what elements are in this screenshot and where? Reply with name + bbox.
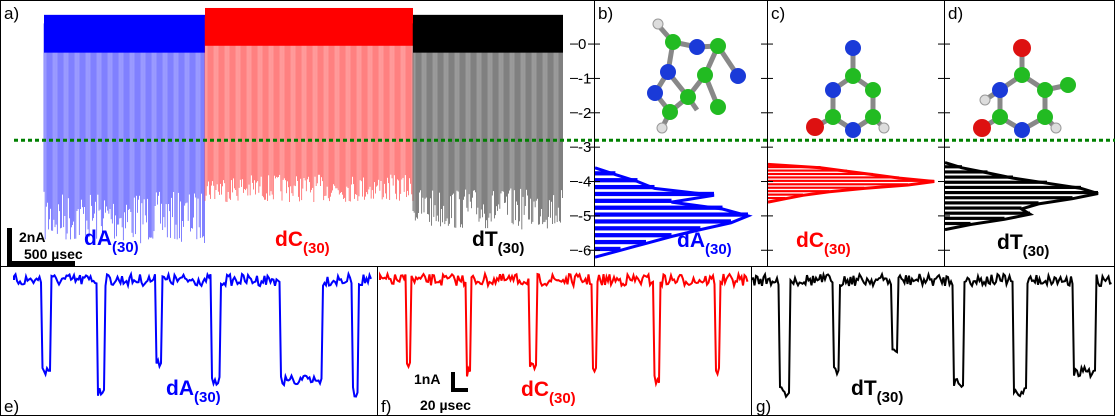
scalebar-f-time: 20 µsec bbox=[420, 397, 471, 413]
svg-text:dA(30): dA(30) bbox=[677, 229, 732, 258]
hist-bar-dT-3 bbox=[945, 180, 1047, 184]
scalebar-f: 1nA 20 µsec bbox=[414, 371, 471, 413]
hist-bar-dA-5 bbox=[595, 205, 723, 210]
molecule-dA-icon bbox=[647, 18, 746, 134]
hist-bar-dT-0 bbox=[945, 165, 962, 169]
hist-bar-dT-10 bbox=[945, 216, 1005, 220]
events-dA bbox=[43, 23, 205, 244]
label-a-dA: dA(30) bbox=[84, 227, 139, 256]
hist-bar-dT-7 bbox=[945, 201, 1039, 205]
hist-bar-dC-6 bbox=[768, 186, 865, 189]
hist-bar-dC-7 bbox=[768, 190, 830, 193]
hist-bar-dC-8 bbox=[768, 193, 803, 196]
scalebar-a-current: 2nA bbox=[19, 229, 45, 245]
trace-f bbox=[379, 270, 749, 388]
hist-bar-dA-6 bbox=[595, 212, 748, 217]
histogram-b bbox=[594, 166, 753, 259]
hist-bar-dT-6 bbox=[945, 196, 1073, 200]
panel-label-e: e) bbox=[4, 397, 19, 416]
hist-bar-dT-4 bbox=[945, 185, 1081, 190]
hist-bar-dA-7 bbox=[595, 219, 731, 224]
svg-text:dC(30): dC(30) bbox=[275, 228, 330, 257]
hist-bar-dA-11 bbox=[595, 246, 621, 252]
scalebar-a: 2nA 500 µsec bbox=[7, 228, 83, 266]
hist-bar-dC-1 bbox=[768, 169, 847, 172]
baseline-dC bbox=[205, 7, 413, 46]
hist-bar-dA-3 bbox=[595, 191, 714, 197]
events-dT bbox=[412, 23, 563, 230]
svg-text:dT(30): dT(30) bbox=[472, 228, 524, 257]
hist-bar-dT-9 bbox=[945, 211, 1030, 215]
y-tick-label-1: -1 bbox=[578, 70, 591, 87]
label-c-dC: dC(30) bbox=[796, 229, 851, 258]
label-d-dT: dT(30) bbox=[997, 231, 1049, 260]
trace-g bbox=[752, 270, 1112, 399]
zoom-trace-dC bbox=[379, 270, 749, 388]
svg-text:dA(30): dA(30) bbox=[166, 377, 221, 406]
hist-bar-dT-2 bbox=[945, 175, 1013, 179]
hist-bar-dA-4 bbox=[595, 198, 672, 203]
molecule-dC-icon bbox=[806, 40, 890, 138]
hist-bar-dC-3 bbox=[768, 176, 900, 179]
label-a-dT: dT(30) bbox=[472, 228, 524, 257]
svg-text:dC(30): dC(30) bbox=[796, 229, 851, 258]
panel-label-f: f) bbox=[381, 397, 391, 416]
label-a-dC: dC(30) bbox=[275, 228, 330, 257]
y-tick-label-0: 0 bbox=[578, 36, 586, 53]
y-tick-label-4: -4 bbox=[578, 174, 591, 191]
scalebar-a-time: 500 µsec bbox=[24, 246, 83, 262]
hist-bar-dC-4 bbox=[768, 179, 935, 182]
label-b-dA: dA(30) bbox=[677, 229, 732, 258]
hist-bar-dT-11 bbox=[945, 221, 971, 226]
svg-text:dT(30): dT(30) bbox=[997, 231, 1049, 260]
hist-fit-dC bbox=[767, 162, 935, 204]
zoom-trace-dA bbox=[13, 270, 372, 398]
trace-e bbox=[13, 270, 372, 398]
y-axis: 0 -1 -2 -3 -4 -5 -6 bbox=[570, 36, 591, 259]
panel-label-a: a) bbox=[4, 4, 19, 23]
panel-label-g: g) bbox=[756, 397, 771, 416]
panel-label-c: c) bbox=[771, 4, 785, 23]
hist-bar-dA-9 bbox=[595, 233, 672, 238]
hist-bar-dA-8 bbox=[595, 226, 701, 231]
trace-a bbox=[43, 7, 563, 244]
label-f-dC: dC(30) bbox=[521, 378, 576, 407]
hist-bar-dA-0 bbox=[595, 171, 616, 176]
hist-fit-dA bbox=[594, 166, 753, 259]
y-tick-label-3: -3 bbox=[578, 139, 591, 156]
y-tick-label-5: -5 bbox=[578, 208, 591, 225]
label-e-dA: dA(30) bbox=[166, 377, 221, 406]
events-dC bbox=[204, 16, 414, 202]
hist-bar-dA-1 bbox=[595, 178, 638, 183]
hist-bar-dT-5 bbox=[945, 190, 1098, 195]
y-tick-label-2: -2 bbox=[578, 105, 591, 122]
hist-bar-dC-5 bbox=[768, 183, 908, 186]
hist-bar-dT-8 bbox=[945, 206, 1022, 210]
svg-text:dA(30): dA(30) bbox=[84, 227, 139, 256]
svg-text:dT(30): dT(30) bbox=[851, 377, 903, 406]
hist-bar-dA-10 bbox=[595, 239, 646, 245]
hist-bar-dA-2 bbox=[595, 184, 655, 190]
zoom-trace-dT bbox=[752, 270, 1112, 399]
hist-bar-dC-9 bbox=[768, 196, 786, 200]
panel-label-b: b) bbox=[598, 4, 613, 23]
svg-text:dC(30): dC(30) bbox=[521, 378, 576, 407]
hist-bar-dT-1 bbox=[945, 170, 988, 174]
panel-label-d: d) bbox=[948, 4, 963, 23]
hist-bar-dC-2 bbox=[768, 172, 873, 176]
histogram-d bbox=[944, 161, 1099, 232]
histogram-c bbox=[767, 162, 935, 204]
scalebar-f-current: 1nA bbox=[414, 371, 440, 387]
molecule-dT-icon bbox=[973, 39, 1076, 138]
y-tick-label-6: -6 bbox=[578, 242, 591, 259]
label-g-dT: dT(30) bbox=[851, 377, 903, 406]
edge-ticks bbox=[588, 43, 950, 251]
hist-fit-dT bbox=[944, 161, 1099, 232]
